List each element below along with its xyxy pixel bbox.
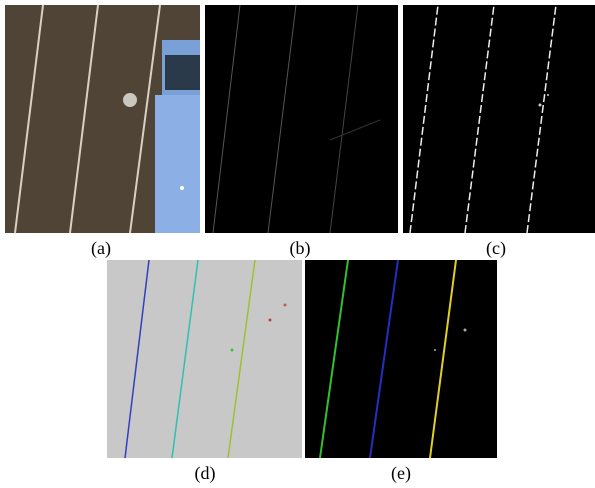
caption: (a)	[91, 238, 111, 259]
panel-d	[107, 260, 302, 458]
figure: (a) (b) (c) (d) (e)	[0, 0, 595, 488]
panel-a	[5, 5, 200, 233]
caption: (e)	[391, 463, 411, 484]
caption: (d)	[195, 463, 216, 484]
panel-b	[205, 5, 398, 233]
caption: (b)	[290, 238, 311, 259]
panel-c	[403, 5, 595, 233]
caption: (c)	[486, 238, 506, 259]
panel-e	[305, 260, 497, 458]
